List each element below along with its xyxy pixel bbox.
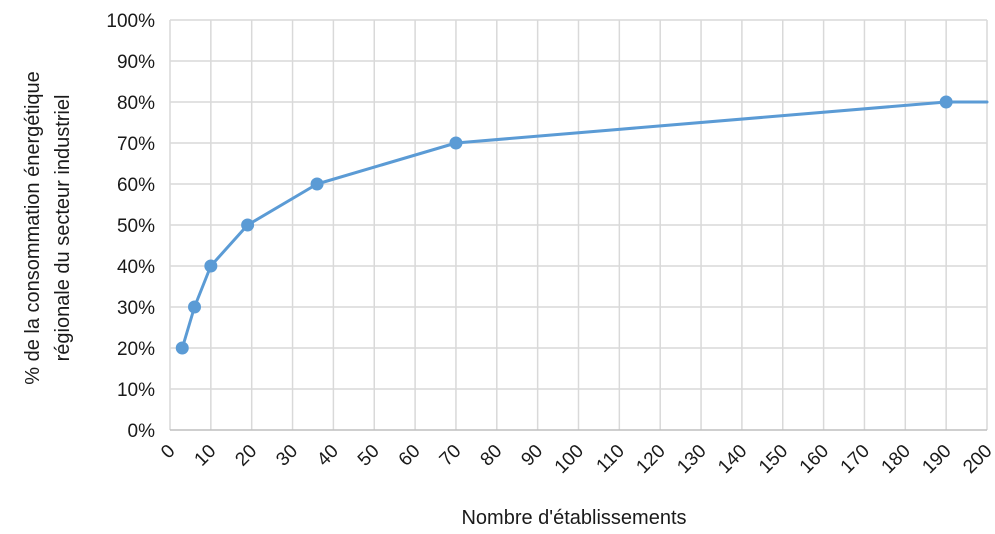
x-tick-label: 110 xyxy=(593,441,629,477)
x-tick-label: 0 xyxy=(157,441,179,463)
x-tick-label: 30 xyxy=(272,441,302,471)
x-tick-label: 130 xyxy=(673,441,710,478)
data-point xyxy=(241,218,255,232)
y-tick-label: 10% xyxy=(117,380,155,401)
x-tick-label: 60 xyxy=(395,441,425,471)
x-tick-label: 70 xyxy=(436,441,466,471)
x-tick-label: 120 xyxy=(632,441,669,478)
y-tick-label: 100% xyxy=(106,11,155,32)
x-tick-label: 170 xyxy=(837,441,874,478)
x-tick-label: 150 xyxy=(755,441,792,478)
y-axis-title: % de la consommation énergétique régiona… xyxy=(22,71,74,385)
x-tick-label: 140 xyxy=(714,441,751,478)
x-tick-label: 10 xyxy=(191,441,221,471)
y-tick-label: 60% xyxy=(117,175,155,196)
gridlines xyxy=(169,19,988,430)
y-axis-title-line-2: régionale du secteur industriel xyxy=(52,95,74,362)
series-line xyxy=(180,100,989,350)
data-point xyxy=(175,341,189,355)
data-point xyxy=(939,95,953,109)
x-tick-label: 20 xyxy=(231,441,261,471)
y-tick-label: 30% xyxy=(117,298,155,319)
y-tick-label: 40% xyxy=(117,257,155,278)
data-point xyxy=(204,259,218,273)
data-point xyxy=(449,136,463,150)
y-axis-title-line-1: % de la consommation énergétique xyxy=(22,71,44,385)
x-tick-label: 80 xyxy=(477,441,507,471)
x-tick-label: 200 xyxy=(959,441,995,478)
y-axis-tick-labels: 0% 10% 20% 30% 40% 50% 60% 70% 80% 90% 100% xyxy=(106,11,155,442)
y-tick-label: 20% xyxy=(117,339,155,360)
data-point xyxy=(188,300,202,314)
y-tick-label: 70% xyxy=(117,134,155,155)
data-series xyxy=(175,95,989,355)
y-tick-label: 0% xyxy=(128,421,156,442)
x-tick-label: 40 xyxy=(313,441,343,471)
x-tick-label: 160 xyxy=(796,441,833,478)
y-tick-label: 50% xyxy=(117,216,155,237)
x-tick-label: 100 xyxy=(551,441,588,478)
x-tick-label: 180 xyxy=(878,441,915,478)
x-tick-label: 50 xyxy=(354,441,384,471)
x-tick-label: 190 xyxy=(918,441,955,478)
data-point xyxy=(310,177,324,191)
y-tick-label: 80% xyxy=(117,93,155,114)
x-axis-title: Nombre d'établissements xyxy=(461,507,686,529)
y-tick-label: 90% xyxy=(117,52,155,73)
x-tick-label: 90 xyxy=(517,441,547,471)
x-axis-tick-labels: 0 10 20 30 40 50 60 70 80 90 100 110 120 130 140 150 160… xyxy=(157,441,995,478)
